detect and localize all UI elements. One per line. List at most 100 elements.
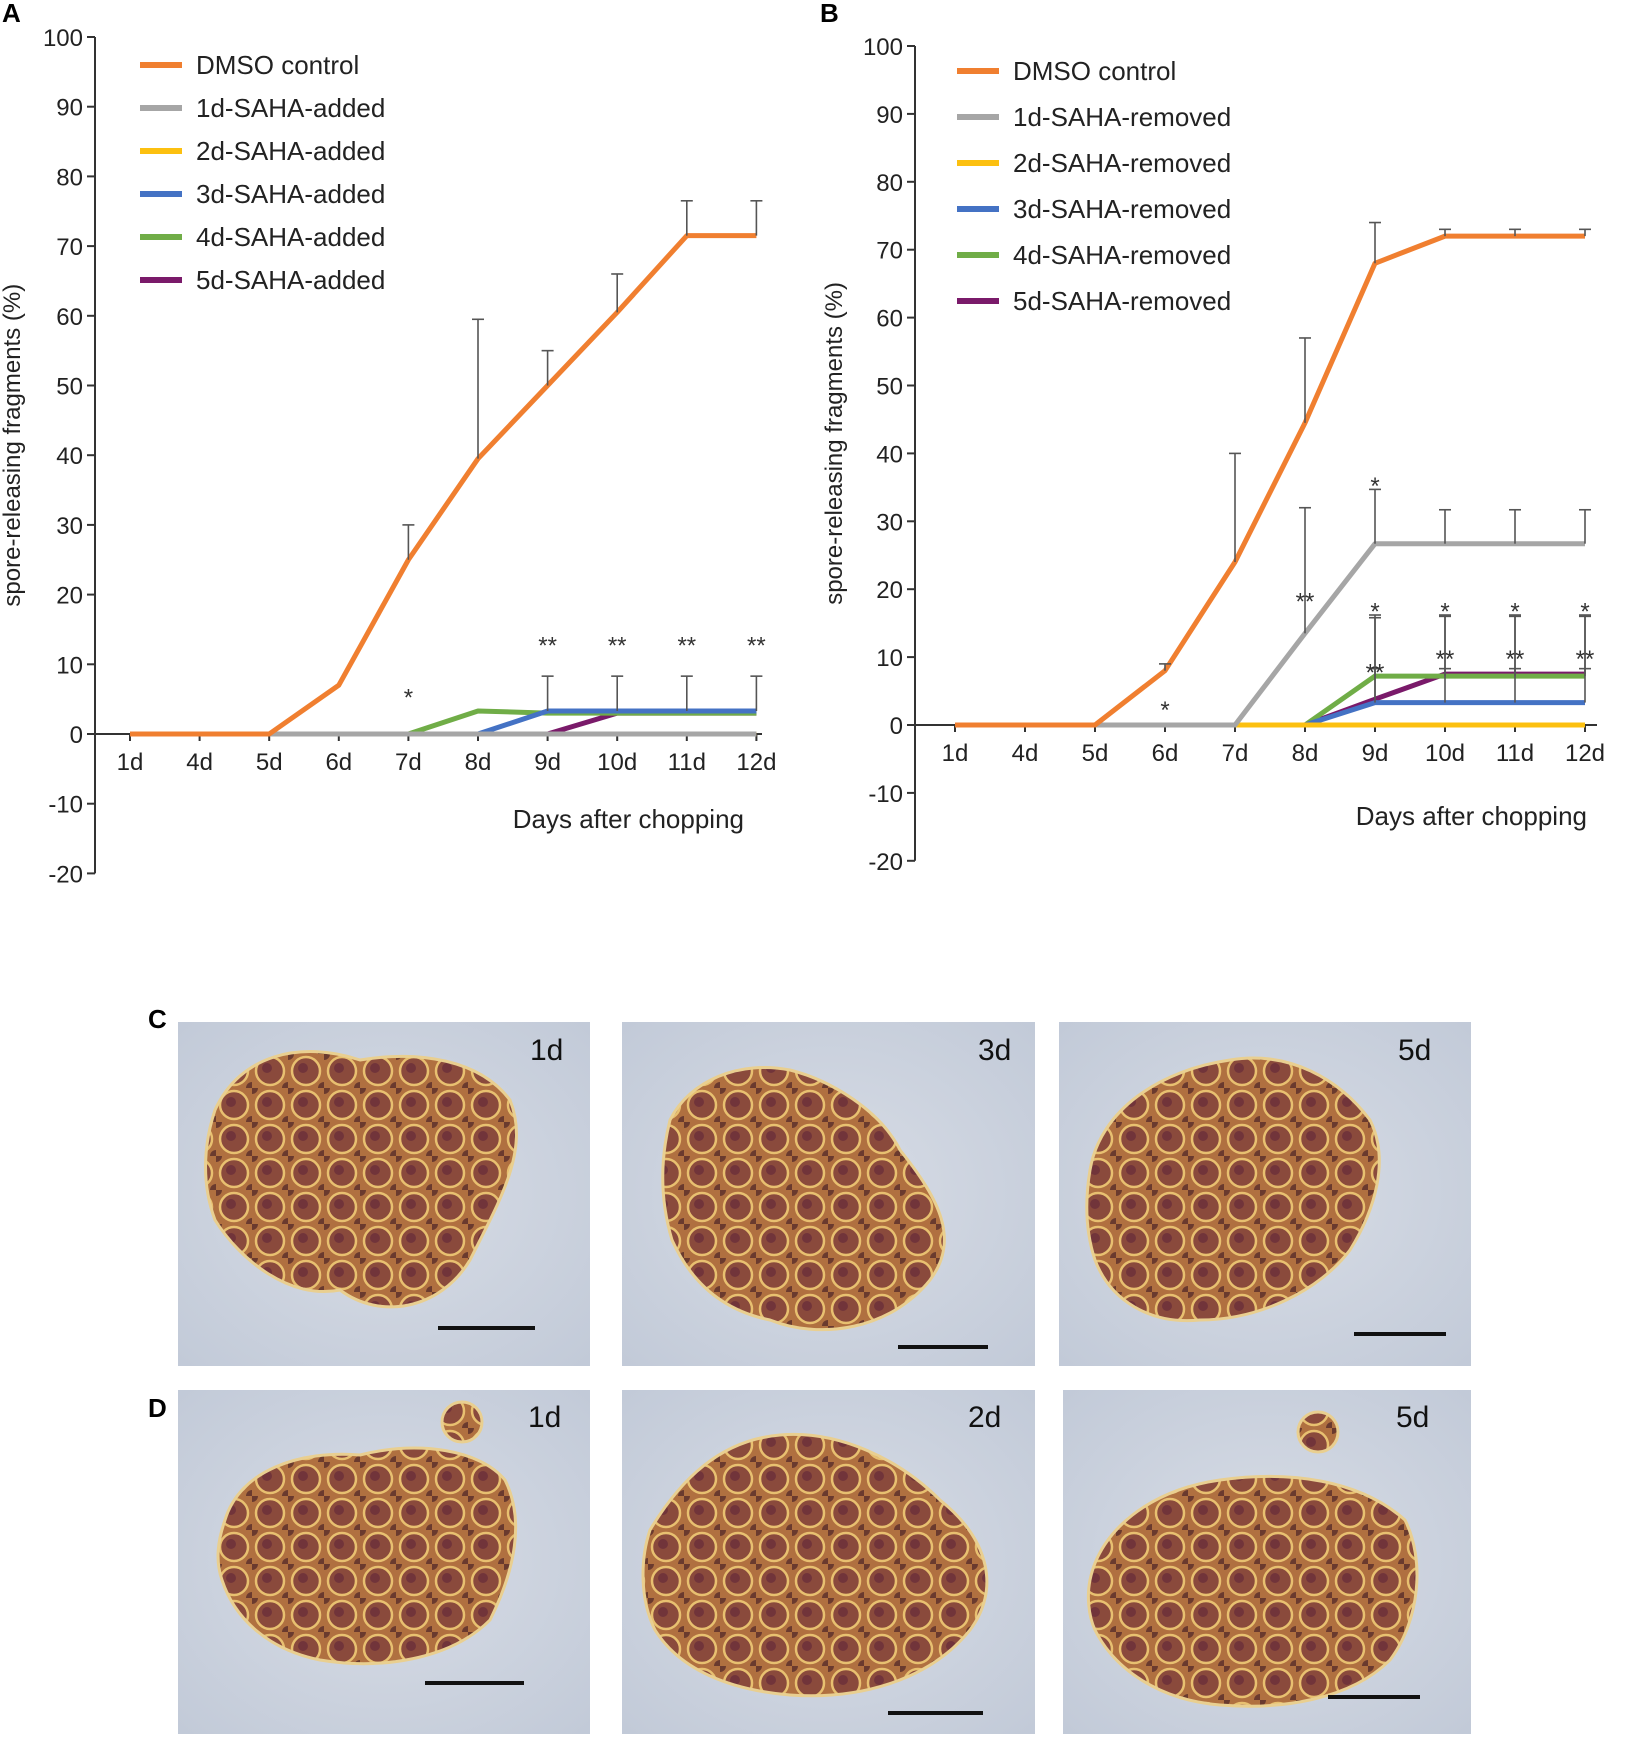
x-tick-label: 12d xyxy=(736,749,776,776)
legend-label: DMSO control xyxy=(1013,56,1176,86)
legend-label: 1d-SAHA-added xyxy=(196,93,385,123)
significance-mark: * xyxy=(1440,599,1449,626)
y-tick-label: 60 xyxy=(56,304,83,331)
y-tick-label: 40 xyxy=(56,443,83,470)
y-tick-label: 50 xyxy=(876,374,903,401)
significance-mark: ** xyxy=(1506,646,1525,673)
y-tick-label: 70 xyxy=(56,234,83,261)
micrograph-d1: 1d xyxy=(178,1390,590,1734)
legend-label: 4d-SAHA-removed xyxy=(1013,240,1231,270)
micrograph-c3: 5d xyxy=(1059,1022,1471,1366)
y-tick-label: 10 xyxy=(56,652,83,679)
x-tick-label: 7d xyxy=(1222,740,1249,767)
y-tick-label: 30 xyxy=(876,509,903,536)
significance-mark: ** xyxy=(1296,588,1315,615)
y-axis-title: spore-releasing fragments (%) xyxy=(0,284,26,607)
significance-mark: * xyxy=(1160,697,1169,724)
significance-mark: ** xyxy=(538,632,557,659)
y-axis-title: spore-releasing fragments (%) xyxy=(821,282,848,605)
panel-label-d: D xyxy=(148,1393,167,1423)
micrograph-c1: 1d xyxy=(178,1022,590,1366)
y-tick-label: -10 xyxy=(868,781,903,808)
x-tick-label: 8d xyxy=(1292,740,1319,767)
y-tick-label: 100 xyxy=(43,25,83,52)
legend-label: 2d-SAHA-removed xyxy=(1013,148,1231,178)
x-axis-title: Days after chopping xyxy=(1356,801,1587,831)
x-tick-label: 9d xyxy=(534,749,561,776)
panel-label-a: A xyxy=(2,0,21,28)
x-tick-label: 1d xyxy=(942,740,969,767)
micrograph-c2: 3d xyxy=(622,1022,1035,1366)
significance-mark: * xyxy=(1580,599,1589,626)
y-tick-label: 30 xyxy=(56,513,83,540)
legend-label: 3d-SAHA-added xyxy=(196,179,385,209)
y-tick-label: 80 xyxy=(56,164,83,191)
y-tick-label: 70 xyxy=(876,238,903,265)
y-tick-label: 10 xyxy=(876,645,903,672)
x-tick-label: 6d xyxy=(325,749,352,776)
micrograph-label: 5d xyxy=(1396,1401,1429,1434)
legend-label: 5d-SAHA-removed xyxy=(1013,286,1231,316)
y-tick-label: -10 xyxy=(48,792,83,819)
y-tick-label: -20 xyxy=(48,861,83,888)
x-tick-label: 11d xyxy=(1496,740,1534,767)
micrograph-d3: 5d xyxy=(1063,1390,1471,1734)
significance-mark: ** xyxy=(1366,660,1385,687)
micrograph-label: 1d xyxy=(528,1401,561,1434)
x-tick-label: 6d xyxy=(1152,740,1179,767)
y-tick-label: 0 xyxy=(70,722,83,749)
x-tick-label: 12d xyxy=(1565,740,1605,767)
y-tick-label: 20 xyxy=(876,577,903,604)
significance-mark: * xyxy=(1370,599,1379,626)
micrograph-label: 5d xyxy=(1398,1034,1431,1067)
y-tick-label: 40 xyxy=(876,441,903,468)
x-tick-label: 4d xyxy=(1012,740,1039,767)
y-tick-label: 50 xyxy=(56,374,83,401)
x-tick-label: 9d xyxy=(1362,740,1389,767)
chart-b: -20 -10 0 10 20 30 40 50 60 70 80 90 100 1d 4d 5d 6d 7d 8d… xyxy=(821,34,1605,876)
y-tick-label: 20 xyxy=(56,583,83,610)
panel-label-c: C xyxy=(148,1004,167,1034)
y-tick-label: 80 xyxy=(876,170,903,197)
y-tick-label: 60 xyxy=(876,306,903,333)
legend-label: 4d-SAHA-added xyxy=(196,222,385,252)
x-tick-label: 11d xyxy=(668,749,706,776)
micrograph-d2: 2d xyxy=(622,1390,1035,1734)
series-line xyxy=(130,233,757,737)
series-line xyxy=(955,233,1585,728)
x-tick-label: 7d xyxy=(395,749,422,776)
x-tick-label: 5d xyxy=(256,749,283,776)
y-tick-label: 0 xyxy=(890,713,903,740)
micrograph-label: 1d xyxy=(530,1034,563,1067)
legend-label: 5d-SAHA-added xyxy=(196,265,385,295)
significance-mark: * xyxy=(1510,599,1519,626)
legend-label: 3d-SAHA-removed xyxy=(1013,194,1231,224)
y-tick-label: 90 xyxy=(56,95,83,122)
y-tick-label: 90 xyxy=(876,102,903,129)
y-tick-label: -20 xyxy=(868,849,903,876)
y-tick-label: 100 xyxy=(863,34,903,61)
micrograph-label: 2d xyxy=(968,1401,1001,1434)
significance-mark: ** xyxy=(747,632,766,659)
significance-mark: ** xyxy=(677,632,696,659)
chart-a: -20 -10 0 10 20 30 40 50 60 70 80 90 100 1d 4d 5d 6d 7d 8d… xyxy=(0,25,776,888)
legend-label: 2d-SAHA-added xyxy=(196,136,385,166)
series-line xyxy=(130,708,757,737)
x-tick-label: 10d xyxy=(597,749,637,776)
x-tick-label: 4d xyxy=(186,749,213,776)
significance-mark: * xyxy=(404,685,413,712)
micrograph-label: 3d xyxy=(978,1034,1011,1067)
series-line xyxy=(955,541,1585,728)
significance-mark: ** xyxy=(608,632,627,659)
significance-mark: * xyxy=(1370,473,1379,500)
series-line xyxy=(955,700,1585,728)
legend-label: DMSO control xyxy=(196,50,359,80)
legend-label: 1d-SAHA-removed xyxy=(1013,102,1231,132)
x-tick-label: 8d xyxy=(465,749,492,776)
significance-mark: ** xyxy=(1436,646,1455,673)
significance-mark: ** xyxy=(1576,646,1595,673)
x-tick-label: 10d xyxy=(1425,740,1465,767)
x-tick-label: 1d xyxy=(117,749,144,776)
panel-label-b: B xyxy=(820,0,839,28)
